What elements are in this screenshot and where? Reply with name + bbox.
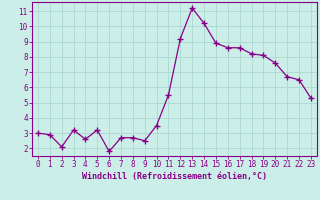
X-axis label: Windchill (Refroidissement éolien,°C): Windchill (Refroidissement éolien,°C) [82,172,267,181]
